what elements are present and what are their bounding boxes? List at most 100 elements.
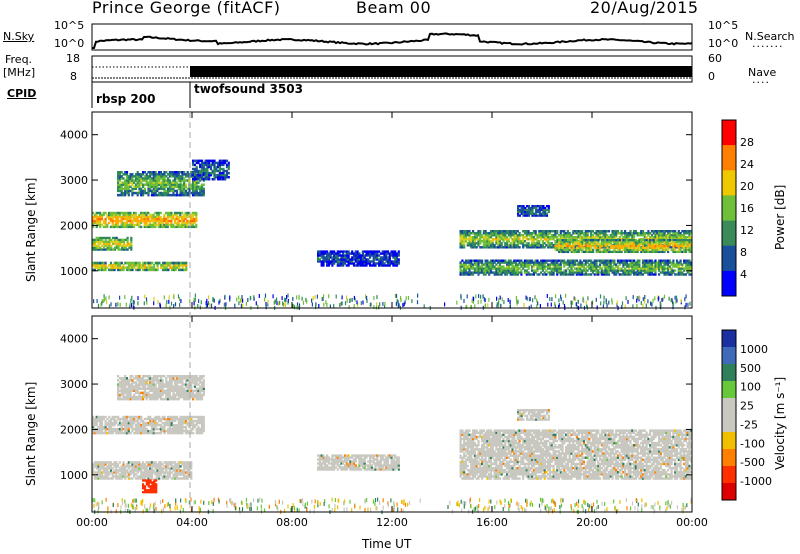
heatmap-cell <box>195 161 198 165</box>
heatmap-cell <box>527 259 530 262</box>
heatmap-cell <box>507 261 510 264</box>
heatmap-cell <box>392 254 395 257</box>
heatmap-cell <box>106 423 109 427</box>
ground-scatter-cell <box>298 296 300 300</box>
heatmap-cell <box>640 250 643 254</box>
heatmap-cell <box>183 429 186 433</box>
heatmap-cell <box>140 266 143 269</box>
heatmap-cell <box>386 260 390 263</box>
heatmap-cell <box>591 234 594 237</box>
heatmap-cell <box>584 269 587 272</box>
heatmap-cell <box>129 189 132 193</box>
heatmap-cell <box>149 419 152 423</box>
heatmap-cell <box>461 263 464 266</box>
heatmap-cell <box>466 267 469 270</box>
heatmap-cell <box>183 193 186 197</box>
heatmap-cell <box>606 236 609 239</box>
heatmap-cell <box>379 252 382 255</box>
heatmap-cell <box>559 234 562 237</box>
heatmap-cell <box>500 236 503 239</box>
heatmap-cell <box>168 183 171 186</box>
heatmap-cell <box>545 212 549 215</box>
heatmap-cell <box>595 236 598 239</box>
heatmap-cell <box>690 232 693 235</box>
heatmap-cell <box>547 230 550 233</box>
heatmap-cell <box>326 250 329 253</box>
heatmap-cell <box>115 264 118 267</box>
heatmap-cell <box>491 238 494 241</box>
heatmap-cell <box>99 423 102 427</box>
heatmap-cell <box>181 175 184 178</box>
heatmap-cell <box>192 421 195 425</box>
heatmap-cell <box>156 268 159 272</box>
heatmap-cell <box>690 236 693 239</box>
ground-scatter-cell <box>302 300 305 305</box>
heatmap-cell <box>125 219 128 223</box>
heatmap-cell <box>579 241 582 244</box>
heatmap-cell <box>468 265 471 268</box>
heatmap-cell <box>559 244 563 248</box>
heatmap-cell <box>536 259 539 262</box>
heatmap-cell <box>464 236 468 239</box>
heatmap-cell <box>152 173 155 176</box>
heatmap-cell <box>374 264 377 267</box>
heatmap-cell <box>672 236 675 239</box>
heatmap-cell <box>602 239 605 242</box>
heatmap-cell <box>102 427 105 431</box>
heatmap-cell <box>318 254 321 257</box>
heatmap-cell <box>150 183 154 186</box>
heatmap-cell <box>159 193 163 197</box>
heatmap-cell <box>459 244 462 247</box>
heatmap-cell <box>317 254 320 257</box>
heatmap-cell <box>118 429 121 433</box>
heatmap-cell <box>513 242 516 245</box>
heatmap-cell <box>524 214 527 217</box>
heatmap-cell <box>572 239 575 242</box>
heatmap-cell <box>570 248 573 252</box>
heatmap-cell <box>181 215 184 219</box>
heatmap-cell <box>165 417 168 421</box>
heatmap-cell <box>618 246 621 250</box>
heatmap-cell <box>129 268 132 272</box>
heatmap-cell <box>142 429 145 433</box>
heatmap-cell <box>161 185 164 188</box>
heatmap-cell <box>579 267 582 270</box>
heatmap-cell <box>152 425 155 429</box>
heatmap-cell <box>127 187 130 191</box>
heatmap-cell <box>195 225 198 229</box>
heatmap-cell <box>147 191 150 195</box>
heatmap-cell <box>593 239 596 242</box>
heatmap-cell <box>148 219 152 223</box>
heatmap-cell <box>602 265 605 268</box>
heatmap-cell <box>356 250 359 253</box>
heatmap-cell <box>108 211 111 215</box>
heatmap-cell <box>170 223 173 227</box>
heatmap-cell <box>199 173 202 177</box>
heatmap-cell <box>184 175 188 178</box>
heatmap-cell <box>113 417 116 421</box>
heatmap-cell <box>159 221 162 225</box>
heatmap-cell <box>641 269 645 272</box>
heatmap-cell <box>532 263 535 266</box>
heatmap-cell <box>559 261 562 264</box>
heatmap-cell <box>133 185 136 188</box>
heatmap-cell <box>181 211 184 215</box>
heatmap-cell <box>111 467 114 470</box>
heatmap-cell <box>491 242 494 245</box>
heatmap-cell <box>134 427 138 431</box>
ground-scatter-cell <box>356 300 358 305</box>
heatmap-cell <box>491 244 494 247</box>
heatmap-cell <box>638 248 641 252</box>
heatmap-cell <box>195 159 198 163</box>
heatmap-cell <box>157 215 160 219</box>
heatmap-cell <box>493 230 496 233</box>
heatmap-cell <box>126 248 129 251</box>
heatmap-cell <box>99 477 102 480</box>
heatmap-cell <box>484 244 487 247</box>
heatmap-cell <box>97 427 100 431</box>
heatmap-cell <box>543 234 546 237</box>
heatmap-cell <box>111 264 114 267</box>
heatmap-cell <box>656 239 659 242</box>
heatmap-cell <box>647 273 650 276</box>
heatmap-cell <box>133 421 136 425</box>
